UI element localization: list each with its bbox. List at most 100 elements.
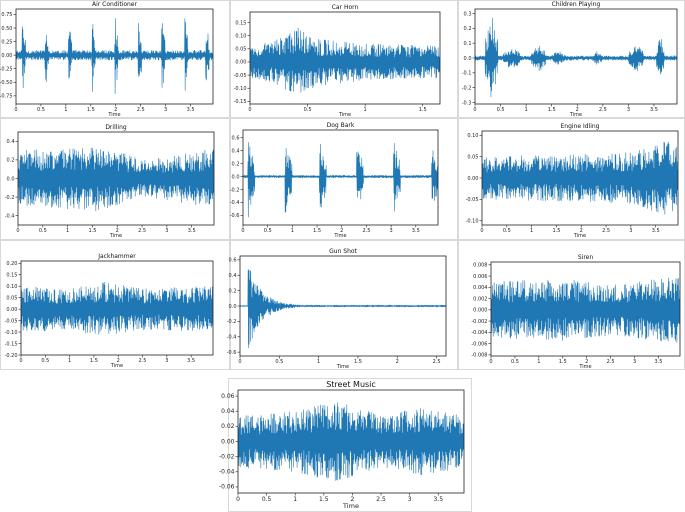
x-tick-label: 0.5 (262, 496, 272, 503)
x-axis-label: Time (333, 233, 346, 239)
y-tick-label: -0.05 (234, 73, 247, 79)
axes-frame (20, 260, 214, 356)
x-tick-label: 2.5 (362, 228, 370, 234)
x-tick-label: 0 (489, 359, 492, 365)
chart-panel-6: 0 0.5 1 1.5 2 2.5 3 3.5 -0.10 -0.05 0.00 0.05 0.10 En… (458, 118, 685, 240)
y-tick-label: 0.00 (1, 53, 12, 59)
chart-panel-1: 0 0.5 1 1.5 2 2.5 3 3.5 -0.75 -0.50 -0.25 0.00 0.25 0… (0, 0, 230, 118)
x-tick-label: 3 (165, 358, 168, 364)
x-tick-label: 1.5 (87, 107, 95, 113)
x-tick-label: 3 (627, 107, 630, 113)
chart-panel-5: 0 0.5 1 1.5 2 2.5 3 3.5 -0.6 -0.4 -0.2 0.0 0.2 0.4 0.6… (230, 118, 458, 240)
x-tick-label: 1 (317, 359, 320, 365)
x-tick-label: 1.5 (313, 228, 321, 234)
y-tick-label: 0.05 (235, 47, 246, 53)
x-tick-label: 2 (340, 228, 343, 234)
y-tick-label: 0.50 (1, 26, 12, 32)
chart-title: Jackhammer (97, 253, 136, 260)
x-axis-label: Time (336, 364, 349, 370)
y-tick-label: 0.15 (6, 273, 17, 279)
x-tick-label: 3.5 (654, 359, 662, 365)
chart-panel-8: 0 0.5 1 1.5 2 2.5 -0.6 -0.4 -0.2 0.0 0.2 0.4 0.6 Gun … (227, 240, 458, 370)
y-tick-label: -0.004 (471, 330, 487, 336)
x-tick-label: 1.5 (552, 228, 560, 234)
x-tick-label: 1 (291, 228, 294, 234)
x-tick-label: 2 (116, 228, 119, 234)
x-axis-label: Time (569, 112, 582, 118)
y-tick-label: 0.2 (7, 158, 15, 164)
x-tick-label: 1 (293, 496, 297, 503)
panel-border (230, 118, 458, 240)
x-tick-label: 0.5 (41, 358, 49, 364)
x-tick-label: 3.5 (412, 228, 420, 234)
y-tick-label: -0.2 (462, 85, 472, 91)
x-tick-label: 1 (525, 107, 528, 113)
y-tick-label: 0.000 (473, 308, 487, 314)
y-tick-label: -0.008 (471, 353, 487, 359)
x-tick-label: 3.5 (188, 228, 196, 234)
chart-panel-10: 0 0.5 1 1.5 2 2.5 3 3.5 -0.06 -0.04 -0.02 0.00 0.02 0… (219, 378, 472, 512)
x-tick-label: 2 (580, 228, 583, 234)
x-tick-label: 2 (351, 496, 355, 503)
waveform-series (482, 141, 678, 215)
y-tick-label: 0.25 (1, 39, 12, 45)
y-tick-label: 0.00 (467, 176, 478, 182)
waveform-series (491, 277, 680, 343)
x-tick-label: 1.5 (319, 496, 329, 503)
x-tick-label: 0 (248, 107, 251, 113)
y-tick-label: 0.1 (464, 41, 472, 47)
axes-frame (474, 8, 678, 105)
x-tick-label: 1.5 (354, 359, 362, 365)
y-tick-label: -0.1 (462, 71, 472, 77)
x-tick-label: 1.5 (90, 358, 98, 364)
y-tick-label: 0.4 (229, 273, 237, 279)
y-tick-label: -0.006 (471, 341, 487, 347)
waveform-series (238, 402, 464, 481)
chart-title: Drilling (105, 124, 127, 131)
chart-title: Gun Shot (329, 248, 357, 255)
y-tick-label: 0.2 (229, 288, 237, 294)
x-tick-label: 1 (530, 228, 533, 234)
panel-border (0, 0, 230, 118)
x-tick-label: 3.5 (187, 358, 195, 364)
x-tick-label: 2 (576, 107, 579, 113)
y-tick-label: -0.02 (219, 453, 235, 460)
x-tick-label: 1 (64, 107, 67, 113)
y-tick-label: 0.00 (235, 60, 246, 66)
panel-border (230, 240, 458, 370)
waveform-series (21, 281, 213, 335)
y-tick-label: 0.10 (6, 284, 17, 290)
y-tick-label: 0.10 (467, 133, 478, 139)
y-tick-label: -0.4 (230, 200, 240, 206)
x-tick-label: 2 (114, 107, 117, 113)
y-tick-label: -0.25 (0, 67, 13, 73)
x-tick-label: 0.5 (264, 228, 272, 234)
x-tick-label: 2 (396, 359, 399, 365)
y-tick-label: -0.06 (219, 484, 235, 491)
x-tick-label: 0 (19, 358, 22, 364)
y-tick-label: 0.05 (467, 154, 478, 160)
waveform-series (240, 269, 446, 349)
waveform-series (16, 18, 213, 94)
y-tick-label: -0.15 (234, 99, 247, 105)
y-tick-label: -0.10 (234, 86, 247, 92)
y-tick-label: -0.75 (0, 94, 13, 100)
waveform-series (243, 142, 438, 218)
chart-panel-3: 0 0.5 1 1.5 2 2.5 3 3.5 -0.3 -0.2 -0.1 0.0 0.1 0.2 0.3… (458, 0, 685, 118)
y-tick-label: 0.20 (6, 261, 17, 267)
x-axis-label: Time (110, 363, 123, 369)
x-tick-label: 3 (629, 228, 632, 234)
x-tick-label: 2.5 (376, 496, 386, 503)
chart-title: Engine Idling (561, 123, 600, 130)
y-tick-label: 0.75 (1, 12, 12, 18)
y-tick-label: 0.0 (464, 56, 472, 62)
x-tick-label: 2.5 (602, 228, 610, 234)
y-tick-label: 0.6 (229, 258, 237, 264)
y-tick-label: 0.0 (7, 176, 15, 182)
x-tick-label: 1.5 (559, 359, 567, 365)
y-tick-label: 0.06 (221, 393, 235, 400)
axes-frame (490, 261, 681, 357)
panel-border (0, 240, 230, 370)
x-axis-label: Time (573, 233, 586, 239)
